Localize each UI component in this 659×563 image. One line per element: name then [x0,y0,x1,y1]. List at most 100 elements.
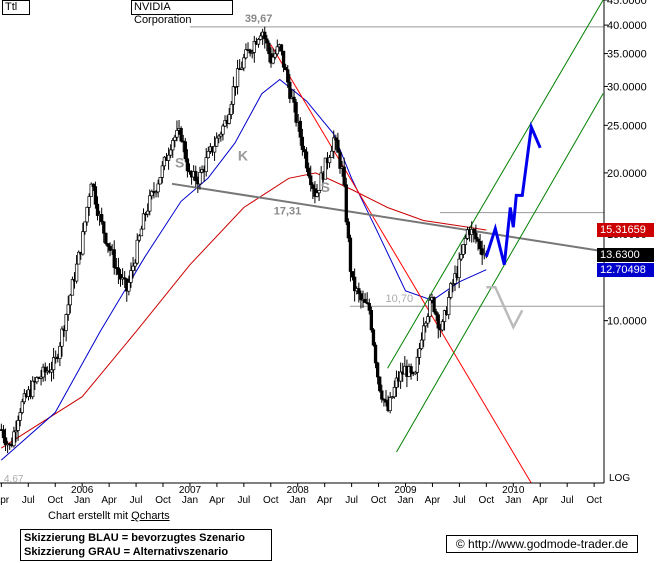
candle [380,384,384,403]
candle-body [447,297,451,315]
candle-body [332,137,336,152]
candle-body [81,231,85,255]
candle [18,408,22,427]
candle [329,145,334,158]
candle-body [271,56,275,64]
candle-body [244,49,248,59]
candle [474,224,478,244]
candle-body [240,67,244,70]
candle [187,163,192,175]
candle-body [16,420,20,431]
candle [171,137,175,158]
candle [300,128,305,156]
annotation-support: 10,70 [386,293,414,305]
company-title: NVIDIA Corporation [134,1,192,26]
candle [378,376,382,393]
x-year-label: 2006 [71,485,94,496]
candle [275,39,279,56]
candle-body [323,157,328,180]
candle [327,154,332,168]
candle [133,259,137,272]
candle-body [31,380,35,398]
candle [281,50,286,73]
x-month-label: Jul [130,495,143,506]
candle-body [346,221,351,239]
candle-body [66,304,70,315]
candle-body [141,213,146,230]
candle [169,144,173,159]
candle [359,290,363,309]
candle-body [281,50,286,68]
candle-body [112,249,116,268]
candle [442,309,447,331]
candle-body [315,192,319,197]
candle [267,40,271,63]
candle [286,65,290,89]
y-axis-ticks: 10.000015.000020.000025.000030.000035.00… [604,0,647,328]
candle [248,48,252,57]
candle-body [162,156,167,167]
candle-body [300,136,305,150]
candle-body [380,390,384,400]
candle-body [317,190,321,194]
candle-body [179,128,183,142]
candle-body [384,399,388,403]
x-month-label: Apr [0,495,10,506]
candle-body [173,136,177,141]
candle [137,234,141,243]
candle [457,252,461,289]
candle [131,256,135,279]
candle [139,225,144,237]
candle-body [363,298,367,303]
x-year-label: 2008 [287,485,310,496]
candle-body [183,141,187,160]
candle-body [139,228,144,237]
credit-prefix: Chart erstellt mit [48,510,132,522]
candle-body [302,149,307,153]
credit-link-qcharts[interactable]: Qcharts [131,510,170,522]
candle-body [77,251,81,265]
candle-body [451,283,455,285]
candle [22,389,26,405]
y-tick-label: 35.0000 [607,49,647,61]
candle-body [64,314,68,331]
candle-body [3,437,8,445]
price-tag: 12.70498 [597,262,654,277]
candle [49,361,54,382]
candle-body [334,137,338,141]
candle-body [256,39,261,45]
candle [179,126,183,143]
legend-blue-text: Skizzierung BLAU = bevorzugtes Szenario [24,532,245,544]
candle [185,149,190,178]
candle-body [352,276,357,292]
x-year-label: 2010 [502,485,525,496]
x-month-label: Apr [425,495,441,506]
candle-body [194,171,198,182]
candle [480,240,484,265]
candlesticks [0,26,488,454]
candle [447,290,451,320]
candle-body [89,183,93,197]
candle-body [185,158,190,172]
x-month-label: Apr [209,495,225,506]
x-month-label: Oct [371,495,387,506]
candle [150,189,154,200]
candle-body [135,239,139,264]
source-link[interactable]: © http://www.godmode-trader.de [446,535,638,553]
candle [311,182,315,200]
candle-body [137,235,141,241]
candle-body [265,38,269,44]
candle-body [158,176,162,185]
candle-body [426,316,430,324]
candle-body [304,151,309,169]
x-month-label: Oct [479,495,495,506]
candle [242,53,246,72]
candle [258,32,263,41]
candle [106,243,110,253]
candle-body [175,129,179,138]
candle-body [85,206,89,223]
candle [235,59,240,95]
candle [332,130,336,159]
candle [87,193,91,216]
